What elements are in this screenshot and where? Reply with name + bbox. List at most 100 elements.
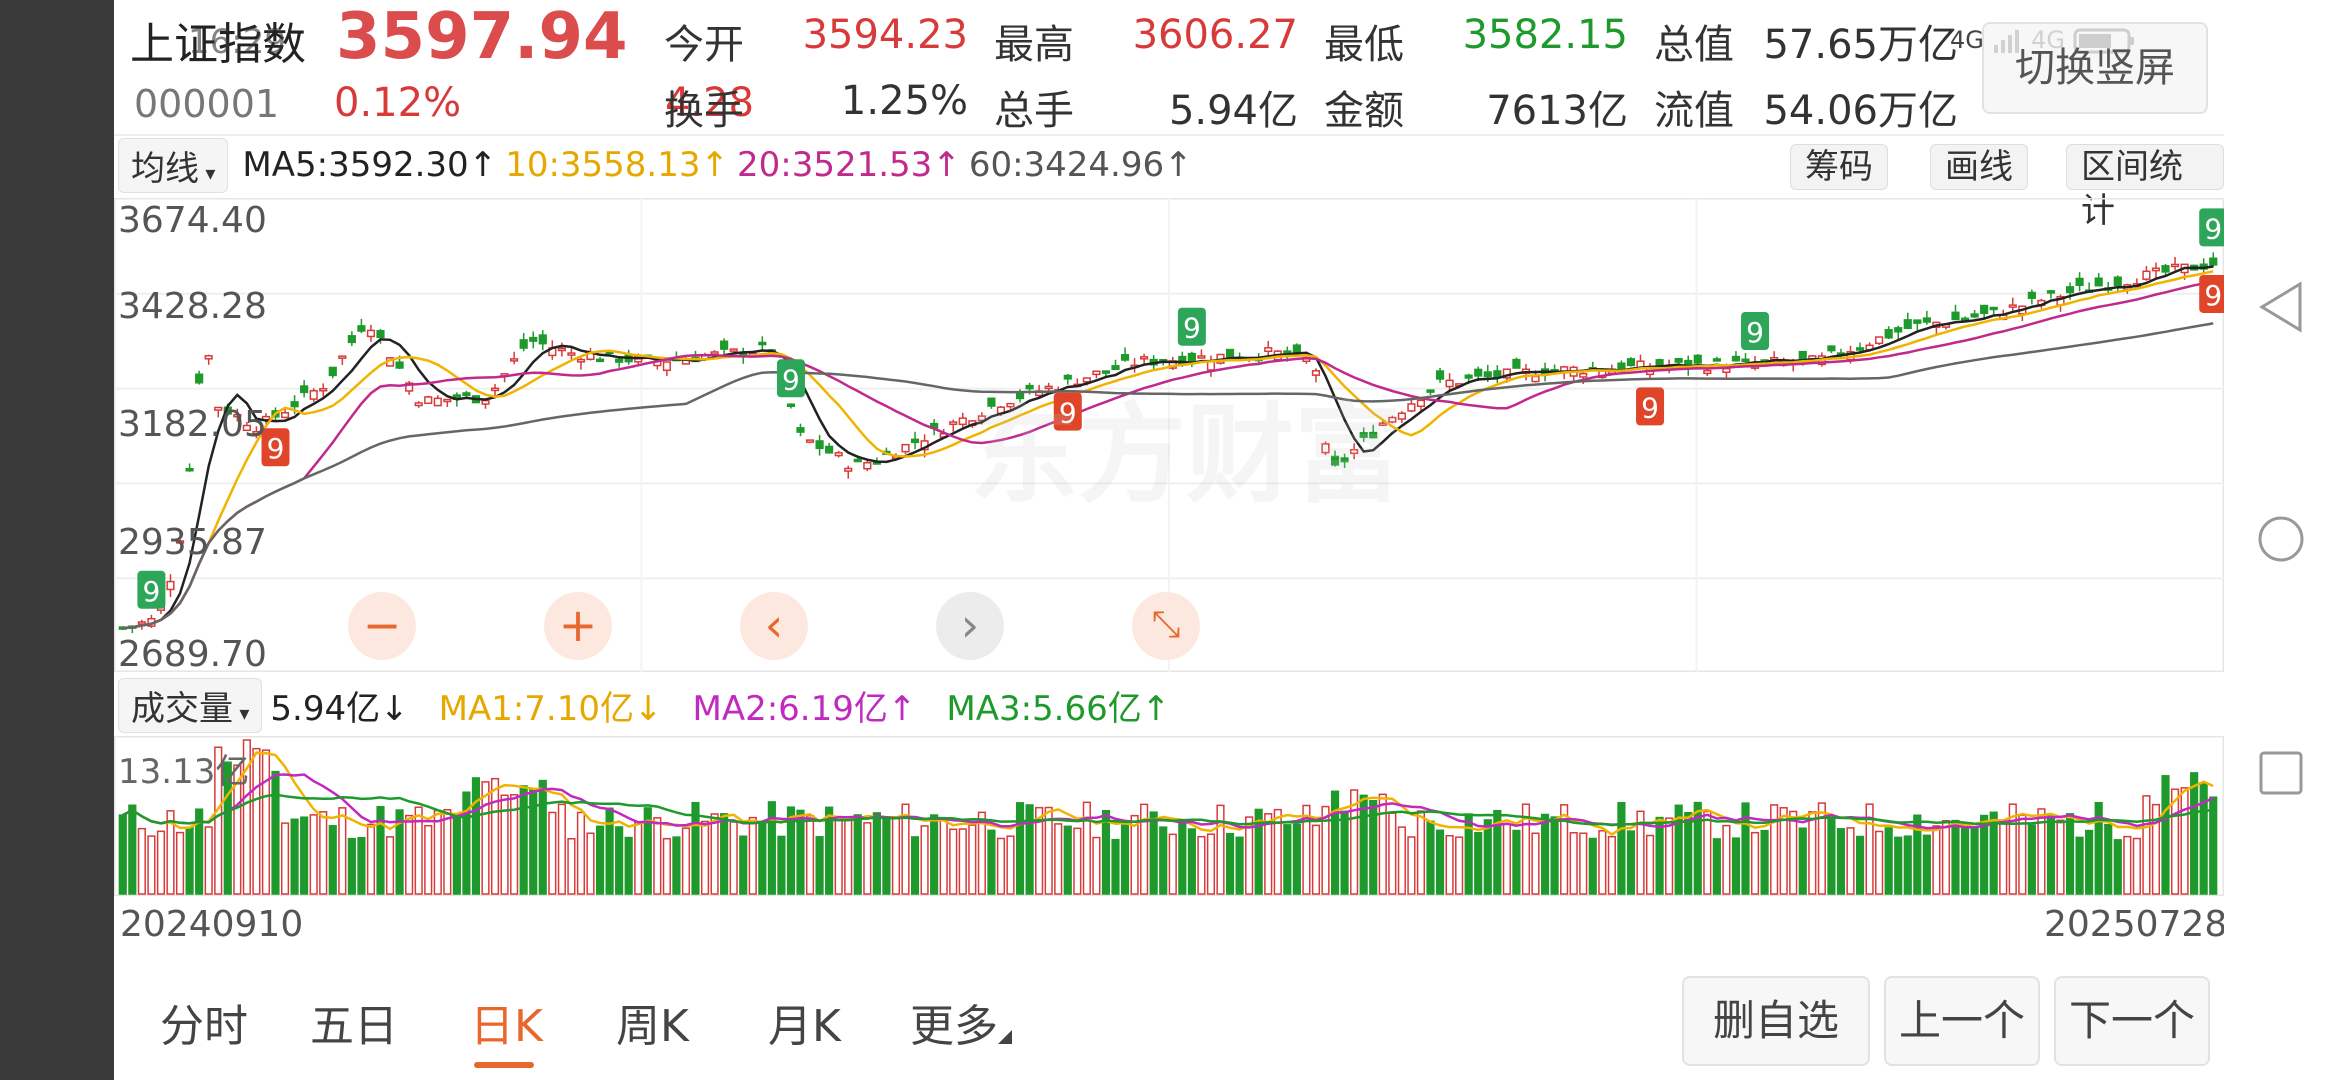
candle-body bbox=[328, 366, 337, 377]
volume-bar bbox=[1989, 811, 1998, 895]
volume-bar bbox=[1636, 810, 1645, 895]
tab-3[interactable]: 周K bbox=[616, 1001, 689, 1052]
volume-bar bbox=[471, 777, 481, 895]
candle-body bbox=[1426, 389, 1435, 393]
volume-bar bbox=[720, 813, 729, 895]
volume-bar bbox=[223, 761, 232, 895]
volume-bar bbox=[2161, 775, 2170, 895]
volume-bar bbox=[1865, 803, 1874, 895]
status-time: 16:29 bbox=[188, 22, 286, 62]
stat-value: 54.06万亿 bbox=[1763, 88, 1958, 134]
candle-body bbox=[1989, 306, 1998, 311]
candle-body bbox=[280, 412, 290, 419]
recents-icon[interactable] bbox=[2256, 748, 2306, 802]
volume-bar bbox=[958, 828, 967, 895]
candle-body bbox=[137, 621, 146, 625]
candle-body bbox=[1731, 355, 1741, 362]
range-stats-button[interactable]: 区间统计 bbox=[2066, 144, 2224, 231]
candle-body bbox=[1579, 372, 1588, 378]
volume-bar bbox=[1540, 813, 1550, 895]
volume-bar bbox=[1378, 793, 1387, 895]
volume-bar bbox=[1178, 819, 1187, 895]
volume-bar bbox=[490, 777, 500, 895]
volume-max-label: 13.13亿 bbox=[118, 752, 250, 792]
volume-bar bbox=[1225, 832, 1235, 895]
volume-legend-row: 成交量 ▾ 5.94亿↓ MA1:7.10亿↓ MA2:6.19亿↑ MA3:5… bbox=[114, 677, 1170, 733]
volume-bar bbox=[1827, 817, 1836, 895]
candlestick-chart[interactable]: 9 9 9 9 9 9 9 9 9 bbox=[114, 198, 2224, 672]
previous-button[interactable]: 上一个 bbox=[1884, 976, 2040, 1066]
volume-ma2: MA2:6.19亿↑ bbox=[692, 688, 917, 729]
pan-right-button[interactable]: › bbox=[936, 592, 1004, 660]
tab-0[interactable]: 分时 bbox=[160, 1001, 248, 1052]
sequence-marker: 9 bbox=[1177, 307, 1206, 346]
candle-body bbox=[319, 388, 328, 392]
volume-bar bbox=[1693, 801, 1702, 895]
volume-bar bbox=[1894, 836, 1903, 895]
volume-bar bbox=[1245, 816, 1254, 895]
zoom-out-button[interactable]: − bbox=[348, 592, 416, 660]
tab-4[interactable]: 月K bbox=[768, 1001, 841, 1052]
volume-bar bbox=[2190, 772, 2199, 895]
collapse-icon[interactable]: ⤡ bbox=[1132, 592, 1200, 660]
volume-bar bbox=[748, 816, 757, 895]
candle-body bbox=[1464, 374, 1473, 379]
next-button[interactable]: 下一个 bbox=[2054, 976, 2210, 1066]
candle-body bbox=[195, 373, 204, 384]
tab-2[interactable]: 日K bbox=[470, 1001, 543, 1052]
volume-bar bbox=[156, 830, 166, 895]
price-axis-label: 2689.70 bbox=[118, 634, 267, 675]
volume-bar bbox=[1283, 824, 1292, 895]
volume-bar bbox=[1197, 835, 1206, 895]
back-icon[interactable] bbox=[2256, 280, 2306, 338]
volume-ma3-line bbox=[122, 793, 2214, 827]
stat-label: 最低 bbox=[1324, 22, 1404, 68]
chips-button[interactable]: 筹码 bbox=[1790, 144, 1888, 190]
candle-body bbox=[1340, 457, 1349, 463]
ma-select[interactable]: 均线 ▾ bbox=[118, 137, 229, 193]
candle-body bbox=[166, 580, 175, 591]
switch-portrait-button[interactable]: 切换竖屏 bbox=[1982, 22, 2208, 114]
zoom-in-button[interactable]: + bbox=[544, 592, 612, 660]
system-nav-bar bbox=[2224, 0, 2340, 1080]
volume-bar bbox=[1941, 820, 1951, 895]
volume-bar bbox=[615, 826, 624, 895]
candle-body bbox=[519, 339, 528, 349]
remove-favorite-button[interactable]: 删自选 bbox=[1682, 976, 1870, 1066]
volume-chart[interactable] bbox=[114, 736, 2224, 896]
volume-bar bbox=[414, 806, 423, 895]
candle-body bbox=[1741, 358, 1750, 363]
candle-body bbox=[1120, 354, 1130, 361]
volume-bar bbox=[166, 810, 175, 895]
volume-bar bbox=[1254, 808, 1263, 895]
sequence-marker-label: 9 bbox=[1641, 391, 1659, 424]
volume-bar bbox=[242, 739, 251, 895]
volume-bar bbox=[1350, 789, 1359, 895]
candle-body bbox=[2075, 277, 2084, 287]
candle-body bbox=[805, 439, 815, 443]
candle-body bbox=[529, 336, 538, 342]
stat-value: 7613亿 bbox=[1486, 88, 1628, 134]
volume-bar bbox=[662, 837, 671, 895]
candle-body bbox=[1082, 377, 1091, 383]
tab-5[interactable]: 更多 bbox=[910, 1001, 998, 1052]
candle-body bbox=[510, 358, 519, 362]
candle-body bbox=[1101, 370, 1111, 374]
candle-body bbox=[863, 462, 872, 470]
price-axis-label: 3428.28 bbox=[118, 286, 267, 327]
volume-bar bbox=[347, 837, 356, 895]
volume-bar bbox=[1674, 804, 1683, 895]
candle-body bbox=[796, 427, 805, 433]
volume-bar bbox=[595, 825, 605, 895]
volume-bar bbox=[529, 788, 538, 895]
volume-bar bbox=[2151, 803, 2161, 895]
pan-left-button[interactable]: ‹ bbox=[740, 592, 808, 660]
price-axis-label: 3674.40 bbox=[118, 200, 267, 241]
home-icon[interactable] bbox=[2256, 514, 2306, 568]
volume-bar bbox=[1063, 825, 1072, 895]
draw-line-button[interactable]: 画线 bbox=[1930, 144, 2028, 190]
tab-1[interactable]: 五日 bbox=[310, 1001, 398, 1052]
volume-bar bbox=[1101, 809, 1111, 895]
candle-body bbox=[233, 413, 242, 418]
volume-select[interactable]: 成交量 ▾ bbox=[118, 677, 263, 733]
